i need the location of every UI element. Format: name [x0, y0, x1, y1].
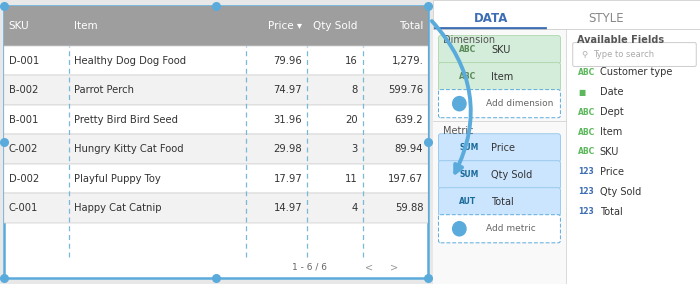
- Text: Add dimension: Add dimension: [486, 99, 554, 108]
- Text: STYLE: STYLE: [589, 12, 624, 25]
- FancyBboxPatch shape: [4, 164, 428, 193]
- Text: Qty Sold: Qty Sold: [313, 21, 358, 31]
- Text: 29.98: 29.98: [274, 144, 302, 154]
- Text: 79.96: 79.96: [274, 56, 302, 66]
- Text: 4: 4: [351, 203, 358, 213]
- Text: Price ▾: Price ▾: [268, 21, 302, 31]
- Text: Metric: Metric: [443, 126, 474, 136]
- FancyBboxPatch shape: [438, 63, 561, 91]
- Text: AUT: AUT: [459, 197, 477, 206]
- Text: 123: 123: [578, 167, 594, 176]
- Text: Playful Puppy Toy: Playful Puppy Toy: [74, 174, 161, 183]
- FancyBboxPatch shape: [433, 0, 700, 284]
- Text: 1 - 6 / 6: 1 - 6 / 6: [292, 263, 327, 272]
- Text: Price: Price: [491, 143, 515, 153]
- Text: +: +: [455, 224, 464, 234]
- Text: Happy Cat Catnip: Happy Cat Catnip: [74, 203, 162, 213]
- Text: SKU: SKU: [8, 21, 29, 31]
- Text: ABC: ABC: [578, 128, 596, 137]
- Text: ⚲: ⚲: [581, 50, 587, 59]
- Text: 1,279.: 1,279.: [391, 56, 423, 66]
- Circle shape: [453, 222, 466, 236]
- Text: 123: 123: [578, 207, 594, 216]
- Text: Dimension: Dimension: [443, 35, 496, 45]
- Text: C-001: C-001: [8, 203, 38, 213]
- Text: Qty Sold: Qty Sold: [491, 170, 533, 180]
- Circle shape: [453, 97, 466, 111]
- FancyBboxPatch shape: [438, 90, 561, 118]
- Text: B-001: B-001: [8, 115, 38, 125]
- Text: Healthy Dog Dog Food: Healthy Dog Dog Food: [74, 56, 187, 66]
- FancyBboxPatch shape: [4, 6, 428, 278]
- FancyBboxPatch shape: [438, 36, 561, 64]
- FancyBboxPatch shape: [438, 215, 561, 243]
- Text: B-002: B-002: [8, 85, 38, 95]
- FancyArrowPatch shape: [432, 21, 471, 173]
- Text: D-001: D-001: [8, 56, 38, 66]
- Text: C-002: C-002: [8, 144, 38, 154]
- Text: Total: Total: [399, 21, 423, 31]
- FancyBboxPatch shape: [573, 43, 696, 66]
- Text: Add metric: Add metric: [486, 224, 536, 233]
- FancyBboxPatch shape: [438, 188, 561, 216]
- Text: Price: Price: [600, 167, 624, 177]
- Text: Type to search: Type to search: [593, 50, 654, 59]
- Text: Item: Item: [600, 127, 622, 137]
- Text: Available Fields: Available Fields: [577, 35, 664, 45]
- Text: 20: 20: [345, 115, 358, 125]
- Text: 17.97: 17.97: [274, 174, 302, 183]
- Text: 74.97: 74.97: [274, 85, 302, 95]
- Text: Customer type: Customer type: [600, 67, 672, 78]
- FancyBboxPatch shape: [4, 134, 428, 164]
- Text: +: +: [455, 99, 464, 109]
- Text: ■: ■: [578, 88, 586, 97]
- FancyBboxPatch shape: [4, 193, 428, 223]
- Text: 31.96: 31.96: [274, 115, 302, 125]
- Text: 14.97: 14.97: [274, 203, 302, 213]
- Text: 16: 16: [344, 56, 358, 66]
- Text: ABC: ABC: [459, 72, 477, 81]
- Text: 3: 3: [351, 144, 358, 154]
- Text: Parrot Perch: Parrot Perch: [74, 85, 134, 95]
- Text: 11: 11: [344, 174, 358, 183]
- Text: Pretty Bird Bird Seed: Pretty Bird Bird Seed: [74, 115, 178, 125]
- Text: 197.67: 197.67: [389, 174, 424, 183]
- Text: 639.2: 639.2: [395, 115, 424, 125]
- Text: ABC: ABC: [459, 45, 477, 54]
- Text: Total: Total: [600, 206, 622, 217]
- Text: >: >: [391, 262, 398, 272]
- Text: 59.88: 59.88: [395, 203, 424, 213]
- Text: <: <: [365, 262, 373, 272]
- Text: SUM: SUM: [459, 170, 479, 179]
- Text: Hungry Kitty Cat Food: Hungry Kitty Cat Food: [74, 144, 184, 154]
- FancyBboxPatch shape: [433, 29, 566, 284]
- Text: SKU: SKU: [491, 45, 511, 55]
- Text: Item: Item: [491, 72, 514, 82]
- Text: 8: 8: [351, 85, 358, 95]
- Text: Date: Date: [600, 87, 623, 97]
- FancyBboxPatch shape: [4, 105, 428, 134]
- Text: 123: 123: [578, 187, 594, 196]
- Text: 599.76: 599.76: [389, 85, 424, 95]
- Text: ABC: ABC: [578, 68, 596, 77]
- Text: Dept: Dept: [600, 107, 624, 117]
- FancyBboxPatch shape: [4, 6, 428, 46]
- Text: Qty Sold: Qty Sold: [600, 187, 641, 197]
- Text: Item: Item: [74, 21, 98, 31]
- Text: SUM: SUM: [459, 143, 479, 152]
- FancyBboxPatch shape: [438, 161, 561, 189]
- Text: ABC: ABC: [578, 108, 596, 117]
- Text: SKU: SKU: [600, 147, 619, 157]
- FancyBboxPatch shape: [438, 134, 561, 162]
- Text: Total: Total: [491, 197, 514, 207]
- Text: ABC: ABC: [578, 147, 596, 156]
- Text: DATA: DATA: [474, 12, 509, 25]
- Text: 89.94: 89.94: [395, 144, 424, 154]
- FancyBboxPatch shape: [4, 46, 428, 76]
- Text: D-002: D-002: [8, 174, 38, 183]
- FancyBboxPatch shape: [4, 76, 428, 105]
